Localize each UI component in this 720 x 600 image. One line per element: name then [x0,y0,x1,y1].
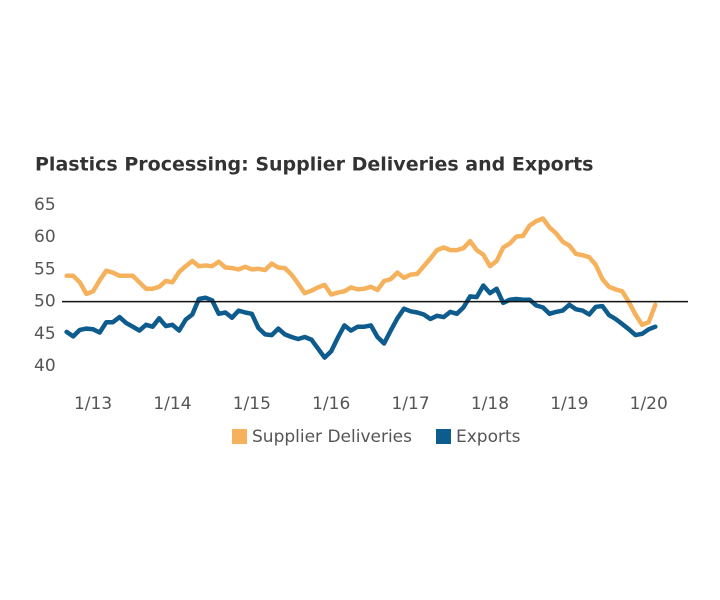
x-tick-label: 1/20 [630,394,668,414]
y-tick-label: 45 [34,324,56,344]
y-tick-label: 40 [34,356,56,376]
legend-swatch [232,429,247,444]
y-tick-label: 65 [34,195,56,215]
legend-label: Supplier Deliveries [252,427,412,447]
series-line [64,283,658,360]
y-tick-label: 55 [34,259,56,279]
x-tick-label: 1/17 [391,394,429,414]
x-tick-label: 1/19 [550,394,588,414]
x-tick-label: 1/14 [153,394,191,414]
x-tick-label: 1/18 [471,394,509,414]
x-tick-label: 1/16 [312,394,350,414]
series-line [64,216,658,328]
x-tick-label: 1/13 [74,394,112,414]
y-tick-label: 60 [34,227,56,247]
y-tick-label: 50 [34,292,56,312]
x-tick-label: 1/15 [233,394,271,414]
chart-title: Plastics Processing: Supplier Deliveries… [35,154,594,176]
legend-label: Exports [456,427,521,447]
legend-swatch [436,429,451,444]
